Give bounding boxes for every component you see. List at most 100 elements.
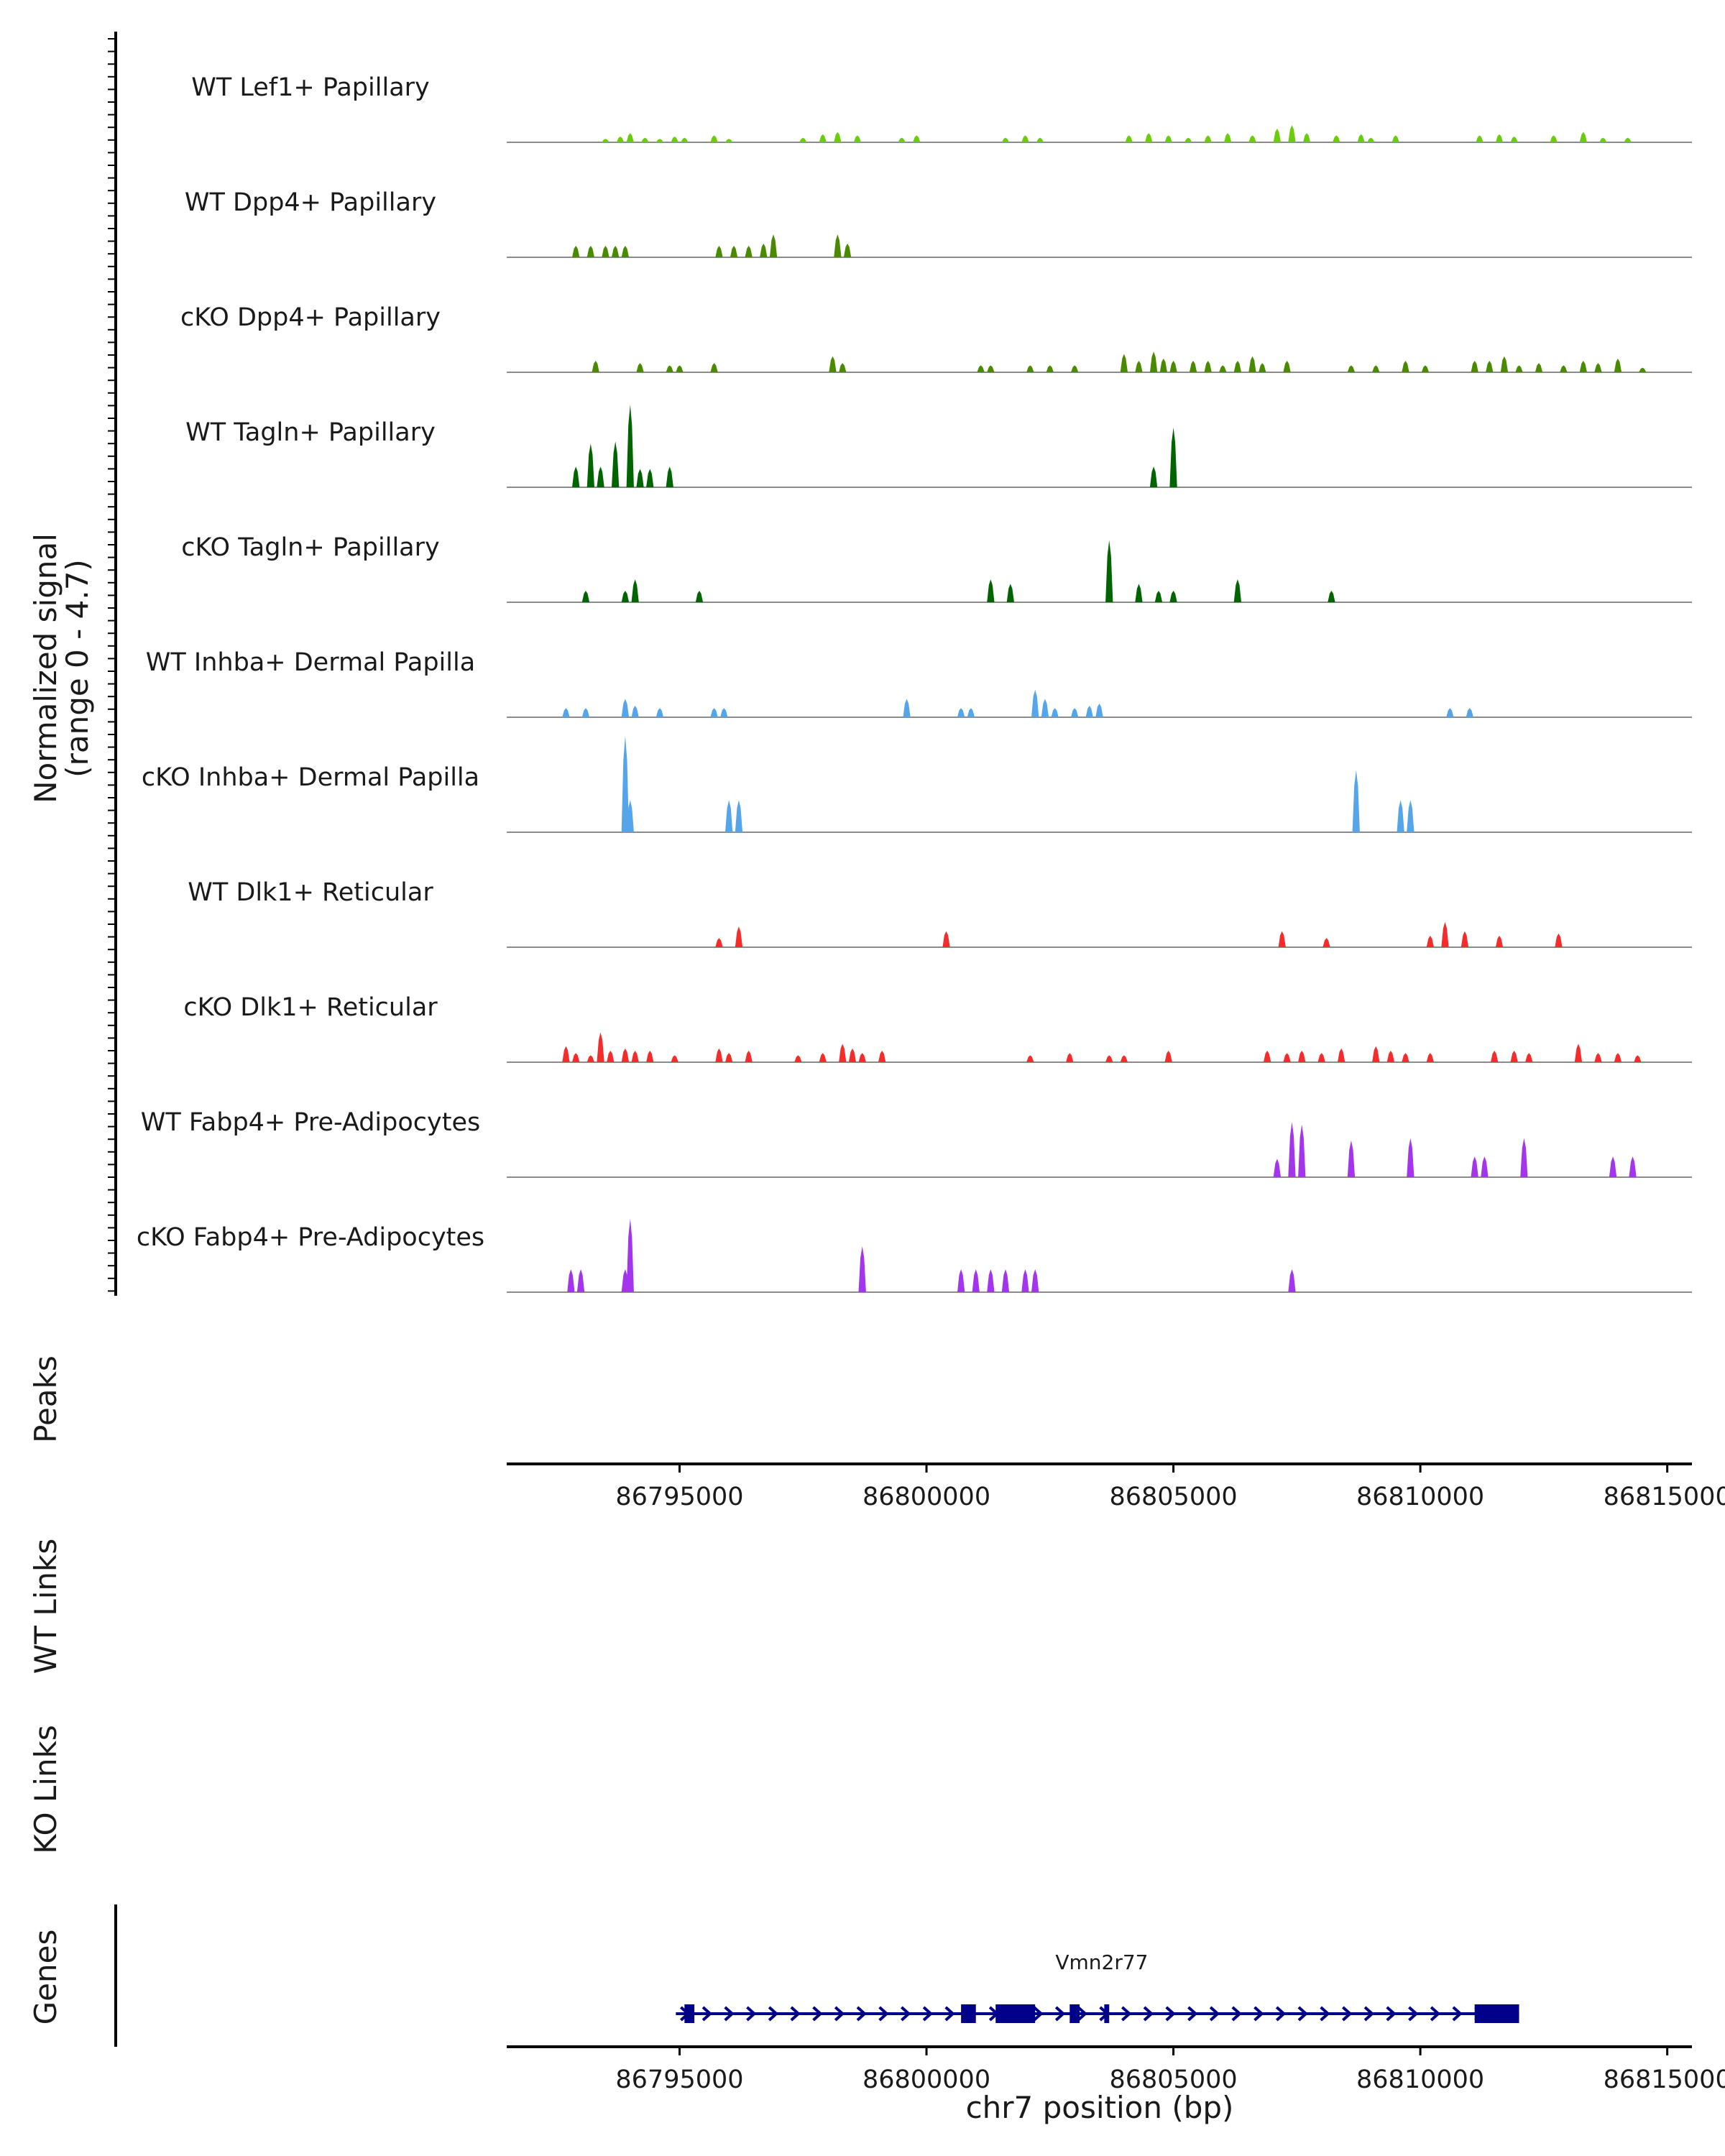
signal-peak [1491,1051,1499,1062]
signal-peak [1066,1053,1074,1062]
exon [995,2004,1036,2023]
signal-peak [572,246,580,257]
signal-peak [562,708,570,717]
signal-peak [1204,361,1212,372]
signal-peak [1634,1055,1642,1062]
signal-peak [1574,1044,1583,1062]
signal-peak [977,365,985,372]
signal-peak [1288,1269,1296,1292]
signal-peak [1184,137,1192,142]
signal-peak [641,137,649,142]
track: WT Dlk1+ Reticular [188,878,1692,948]
track: WT Fabp4+ Pre-Adipocytes [141,1108,1692,1178]
signal-peak [1149,466,1158,487]
signal-peak [1352,770,1360,832]
signal-peak [1169,591,1177,602]
track-label: WT Lef1+ Papillary [191,73,430,102]
track: cKO Fabp4+ Pre-Adipocytes [137,1218,1692,1293]
strand-arrow [856,2006,867,2022]
signal-peak [1397,800,1404,832]
signal-peak [839,1044,847,1062]
signal-peak [621,736,630,832]
signal-peak [1164,135,1172,142]
signal-peak [843,243,852,257]
signal-peak [1328,591,1335,602]
signal-peak [1609,1156,1617,1177]
signal-peak [1204,135,1212,142]
signal-peak [1495,936,1504,947]
wt-links-label: WT Links [28,1539,63,1674]
signal-peak [1333,135,1340,142]
signal-peak [666,466,673,487]
strand-arrow [1231,2006,1242,2022]
signal-peak [1476,135,1484,142]
exon [1104,2004,1110,2023]
strand-arrow [1452,2006,1463,2022]
signal-peak [1041,699,1049,717]
signal-peak [1224,133,1232,142]
signal-peak [1579,132,1587,142]
signal-peak [681,137,689,142]
signal-peak [1273,1158,1281,1177]
signal-peak [957,1269,965,1292]
signal-peak [715,246,723,257]
track: WT Tagln+ Papillary [185,405,1692,488]
signal-peak [1338,1048,1346,1062]
signal-peak [1614,358,1622,372]
signal-peak [987,1269,995,1292]
track-label: cKO Dpp4+ Papillary [180,303,441,332]
signal-peak [725,1053,733,1062]
strand-arrow [1430,2006,1441,2022]
signal-peak [735,926,743,947]
x-tick-label: 86800000 [862,2065,990,2094]
strand-arrow [768,2006,779,2022]
x-tick-label: 86815000 [1604,2065,1725,2094]
signal-peak [903,699,911,717]
signal-peak [1515,365,1523,372]
signal-peak [602,246,610,257]
signal-peak [819,134,827,142]
exon [1474,2004,1519,2023]
signal-peak [1248,135,1256,142]
signal-peak [710,135,718,142]
signal-peak [1302,133,1311,142]
strand-arrow [1408,2006,1419,2022]
signal-peak [730,246,738,257]
strand-arrow [922,2006,934,2022]
signal-peak [1322,938,1330,947]
signal-peak [646,469,654,487]
signal-peak [1550,135,1558,142]
signal-peak [1021,135,1029,142]
signal-peak [631,706,639,717]
track: WT Lef1+ Papillary [191,73,1692,143]
tracks: WT Lef1+ Papillary WT Dpp4+ Papillary cKO … [137,73,1692,1293]
strand-arrow [1143,2006,1154,2022]
signal-peak [1594,363,1602,372]
signal-peak [799,137,807,142]
signal-peak [1154,591,1163,602]
signal-peak [725,139,733,142]
signal-peak [1288,125,1296,142]
signal-peak [695,591,704,602]
strand-arrow [1297,2006,1308,2022]
signal-peak [1486,361,1494,372]
signal-peak [1624,137,1632,142]
signal-peak [1135,361,1143,372]
signal-peak [1071,365,1079,372]
signal-peak [616,137,625,142]
strand-arrow [1121,2006,1132,2022]
strand-arrow [724,2006,735,2022]
signal-peak [581,591,590,602]
signal-peak [1219,365,1227,372]
gene-models: Vmn2r77 [676,1950,1519,2023]
signal-peak [710,708,718,717]
signal-peak [1248,356,1256,372]
signal-peak [858,1246,866,1292]
signal-peak [626,405,634,487]
signal-panel: Normalized signal (range 0 - 4.7) WT Lef… [28,32,1692,1296]
strand-arrow [1320,2006,1330,2022]
signal-peak [1031,689,1039,717]
track-label: cKO Inhba+ Dermal Papilla [142,763,479,792]
genes-x-ticks: 86795000 86800000 86805000 86810000 86815000 [615,2047,1725,2094]
